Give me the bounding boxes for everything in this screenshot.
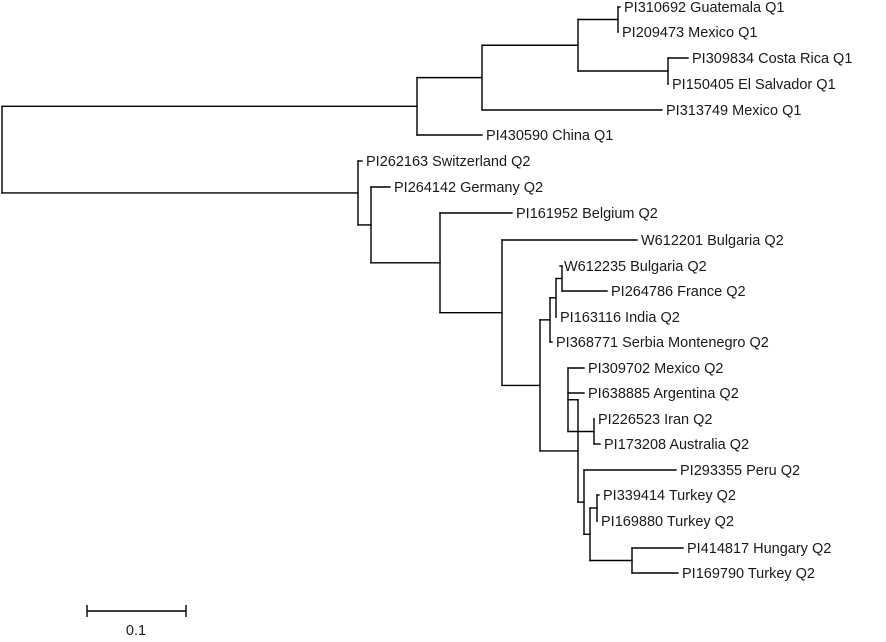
tree-branches: [1, 6, 689, 574]
leaf-label: PI264786 France Q2: [611, 284, 746, 300]
leaf-label: W612201 Bulgaria Q2: [641, 233, 784, 249]
leaf-label: PI209473 Mexico Q1: [622, 25, 757, 41]
leaf-label: PI414817 Hungary Q2: [687, 541, 831, 557]
leaf-label: PI368771 Serbia Montenegro Q2: [556, 335, 769, 351]
leaf-label: PI169790 Turkey Q2: [682, 566, 815, 582]
leaf-label: W612235 Bulgaria Q2: [564, 259, 707, 275]
leaf-label: PI169880 Turkey Q2: [601, 514, 734, 530]
leaf-label: PI638885 Argentina Q2: [588, 386, 739, 402]
scale-bar: [86, 605, 187, 617]
leaf-label: PI310692 Guatemala Q1: [624, 0, 784, 16]
leaf-label: PI150405 El Salvador Q1: [672, 77, 836, 93]
leaf-label: PI309834 Costa Rica Q1: [692, 51, 852, 67]
leaf-label: PI293355 Peru Q2: [680, 463, 800, 479]
leaf-label: PI173208 Australia Q2: [604, 437, 749, 453]
leaf-label: PI430590 China Q1: [486, 128, 613, 144]
scale-bar-label: 0.1: [126, 623, 146, 639]
leaf-label: PI313749 Mexico Q1: [666, 103, 801, 119]
leaf-label: PI226523 Iran Q2: [598, 412, 712, 428]
leaf-label: PI163116 India Q2: [560, 310, 680, 326]
leaf-label: PI309702 Mexico Q2: [588, 361, 723, 377]
leaf-label: PI161952 Belgium Q2: [516, 206, 658, 222]
leaf-label: PI339414 Turkey Q2: [603, 488, 736, 504]
leaf-labels: PI310692 Guatemala Q1 PI209473 Mexico Q1 P…: [366, 0, 852, 582]
leaf-label: PI264142 Germany Q2: [394, 180, 543, 196]
leaf-label: PI262163 Switzerland Q2: [366, 154, 530, 170]
